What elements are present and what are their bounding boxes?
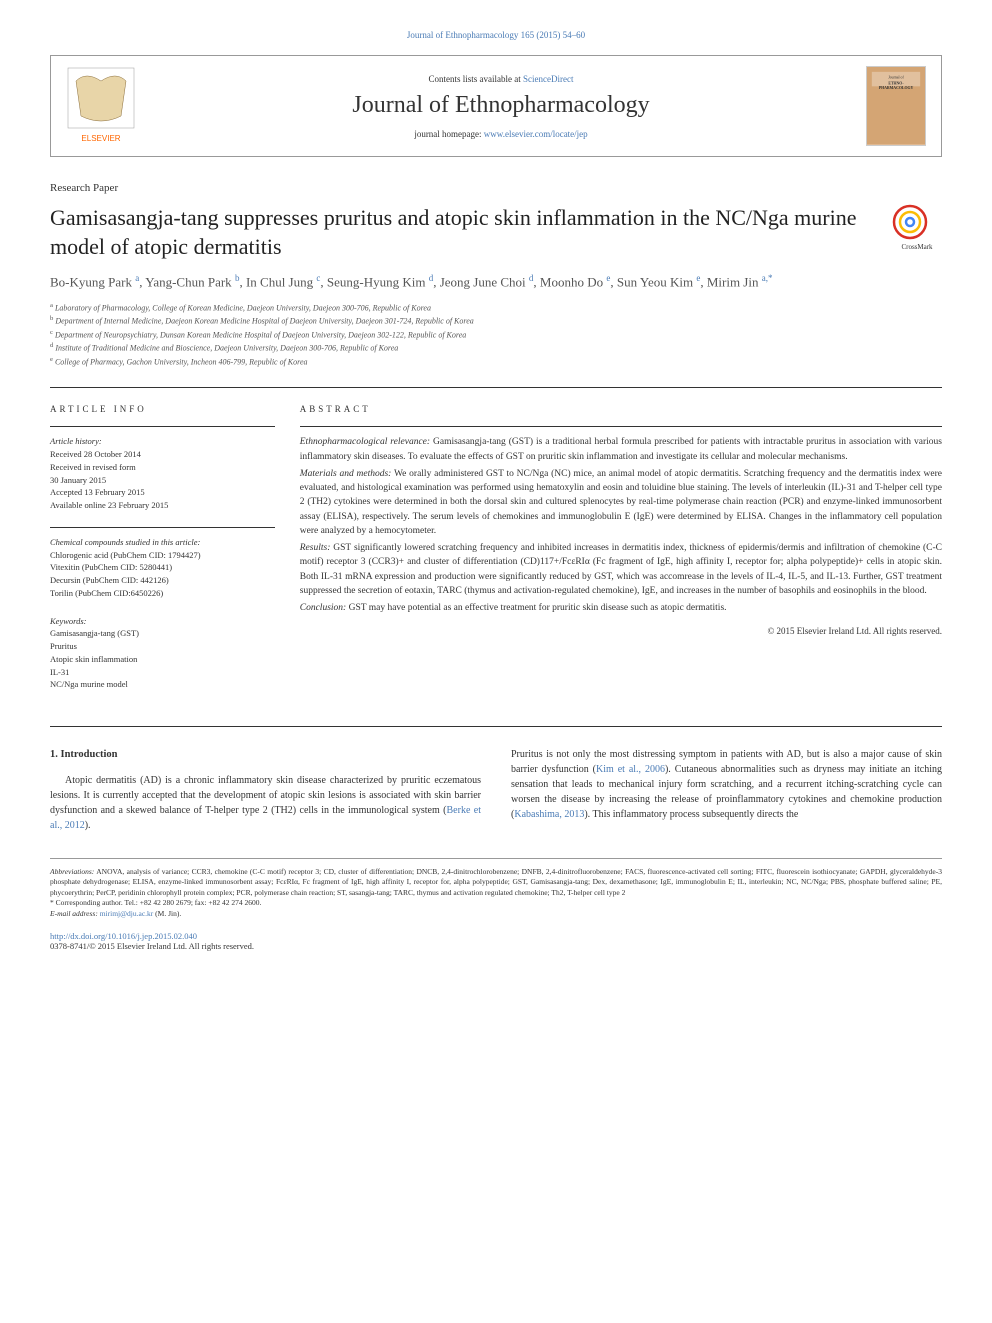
affiliations: a Laboratory of Pharmacology, College of… <box>50 301 942 369</box>
keyword-line: NC/Nga murine model <box>50 678 275 691</box>
history-line: 30 January 2015 <box>50 474 275 487</box>
article-info: article info Article history: Received 2… <box>50 403 300 706</box>
keyword-line: Gamisasangja-tang (GST) <box>50 627 275 640</box>
keywords-title: Keywords: <box>50 615 275 628</box>
intro-text-2c: ). This inflammatory process subsequentl… <box>584 809 798 820</box>
abstract-section-label: Conclusion: <box>300 603 346 613</box>
abstract-section-text: GST significantly lowered scratching fre… <box>300 543 942 596</box>
abstract: abstract Ethnopharmacological relevance:… <box>300 403 942 706</box>
article-history: Article history: Received 28 October 201… <box>50 435 275 512</box>
abstract-section-label: Ethnopharmacological relevance: <box>300 437 430 447</box>
svg-text:CrossMark: CrossMark <box>901 243 933 251</box>
issn-copyright: 0378-8741/© 2015 Elsevier Ireland Ltd. A… <box>50 941 942 951</box>
abstract-paragraph: Results: GST significantly lowered scrat… <box>300 541 942 598</box>
journal-cover-icon: Journal ofETHNO-PHARMACOLOGY <box>866 66 926 146</box>
paper-type: Research Paper <box>50 182 942 194</box>
divider <box>50 387 942 388</box>
journal-title: Journal of Ethnopharmacology <box>156 92 846 119</box>
abbrev-text: ANOVA, analysis of variance; CCR3, chemo… <box>50 867 942 897</box>
affiliation-line: c Department of Neuropsychiatry, Dunsan … <box>50 328 942 342</box>
abstract-section-label: Materials and methods: <box>300 469 392 479</box>
authors: Bo-Kyung Park a, Yang-Chun Park b, In Ch… <box>50 273 942 290</box>
abstract-section-label: Results: <box>300 543 331 553</box>
corresponding-author: * Corresponding author. Tel.: +82 42 280… <box>50 898 942 909</box>
ref-kim[interactable]: Kim et al., 2006 <box>596 764 665 775</box>
svg-text:ELSEVIER: ELSEVIER <box>81 134 120 143</box>
abstract-paragraph: Conclusion: GST may have potential as an… <box>300 601 942 615</box>
keyword-line: Pruritus <box>50 640 275 653</box>
abstract-paragraph: Materials and methods: We orally adminis… <box>300 467 942 538</box>
homepage-prefix: journal homepage: <box>414 129 483 139</box>
copyright: © 2015 Elsevier Ireland Ltd. All rights … <box>300 625 942 639</box>
ref-kabashima[interactable]: Kabashima, 2013 <box>514 809 584 820</box>
keyword-line: IL-31 <box>50 666 275 679</box>
svg-text:Journal of: Journal of <box>888 76 904 80</box>
intro-para-1: Atopic dermatitis (AD) is a chronic infl… <box>50 773 481 833</box>
elsevier-logo: ELSEVIER <box>66 66 136 146</box>
doi-block: http://dx.doi.org/10.1016/j.jep.2015.02.… <box>50 931 942 951</box>
crossmark-icon[interactable]: CrossMark <box>892 204 942 254</box>
affiliation-line: a Laboratory of Pharmacology, College of… <box>50 301 942 315</box>
compound-line: Chlorogenic acid (PubChem CID: 1794427) <box>50 549 275 562</box>
divider-full <box>50 726 942 727</box>
svg-text:ETHNO-: ETHNO- <box>888 81 904 85</box>
abstract-section-text: GST may have potential as an effective t… <box>346 603 726 613</box>
body-col-right: Pruritus is not only the most distressin… <box>511 747 942 833</box>
email-suffix: (M. Jin). <box>153 909 181 918</box>
email-line: E-mail address: mirimj@dju.ac.kr (M. Jin… <box>50 909 942 920</box>
body-content: 1. Introduction Atopic dermatitis (AD) i… <box>50 747 942 833</box>
article-info-label: article info <box>50 403 275 417</box>
homepage-line: journal homepage: www.elsevier.com/locat… <box>156 129 846 139</box>
history-title: Article history: <box>50 435 275 448</box>
intro-heading: 1. Introduction <box>50 747 481 763</box>
chemical-compounds: Chemical compounds studied in this artic… <box>50 536 275 600</box>
body-col-left: 1. Introduction Atopic dermatitis (AD) i… <box>50 747 481 833</box>
intro-para-2: Pruritus is not only the most distressin… <box>511 747 942 822</box>
abstract-label: abstract <box>300 403 942 417</box>
journal-citation[interactable]: Journal of Ethnopharmacology 165 (2015) … <box>50 30 942 40</box>
compound-line: Vitexitin (PubChem CID: 5280441) <box>50 561 275 574</box>
history-line: Available online 23 February 2015 <box>50 499 275 512</box>
compounds-title: Chemical compounds studied in this artic… <box>50 536 275 549</box>
contents-prefix: Contents lists available at <box>429 74 523 84</box>
affiliation-line: d Institute of Traditional Medicine and … <box>50 341 942 355</box>
doi-link[interactable]: http://dx.doi.org/10.1016/j.jep.2015.02.… <box>50 931 197 941</box>
abstract-paragraph: Ethnopharmacological relevance: Gamisasa… <box>300 435 942 464</box>
journal-header: ELSEVIER Contents lists available at Sci… <box>50 55 942 157</box>
keywords: Keywords: Gamisasangja-tang (GST)Pruritu… <box>50 615 275 692</box>
sciencedirect-link[interactable]: ScienceDirect <box>523 74 573 84</box>
history-line: Accepted 13 February 2015 <box>50 486 275 499</box>
history-line: Received in revised form <box>50 461 275 474</box>
abstract-section-text: We orally administered GST to NC/Nga (NC… <box>300 469 942 536</box>
svg-text:PHARMACOLOGY: PHARMACOLOGY <box>879 86 914 90</box>
footnotes: Abbreviations: ANOVA, analysis of varian… <box>50 858 942 920</box>
history-line: Received 28 October 2014 <box>50 448 275 461</box>
email-link[interactable]: mirimj@dju.ac.kr <box>100 909 154 918</box>
intro-text-1: Atopic dermatitis (AD) is a chronic infl… <box>50 775 481 816</box>
contents-available: Contents lists available at ScienceDirec… <box>156 74 846 84</box>
compound-line: Decursin (PubChem CID: 442126) <box>50 574 275 587</box>
keyword-line: Atopic skin inflammation <box>50 653 275 666</box>
email-label: E-mail address: <box>50 909 100 918</box>
header-center: Contents lists available at ScienceDirec… <box>156 74 846 139</box>
homepage-link[interactable]: www.elsevier.com/locate/jep <box>484 129 588 139</box>
intro-text-1b: ). <box>85 820 91 831</box>
affiliation-line: e College of Pharmacy, Gachon University… <box>50 355 942 369</box>
abbrev-label: Abbreviations: <box>50 867 94 876</box>
affiliation-line: b Department of Internal Medicine, Daeje… <box>50 314 942 328</box>
paper-title: Gamisasangja-tang suppresses pruritus an… <box>50 204 877 261</box>
compound-line: Torilin (PubChem CID:6450226) <box>50 587 275 600</box>
abbreviations: Abbreviations: ANOVA, analysis of varian… <box>50 867 942 899</box>
